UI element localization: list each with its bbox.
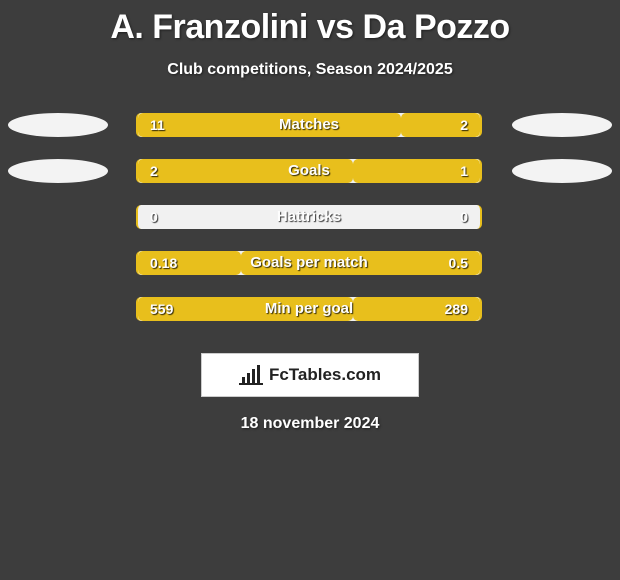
avatar-left xyxy=(8,113,108,137)
stat-bar: 2Goals1 xyxy=(136,159,482,183)
stat-value-right: 1 xyxy=(460,159,468,183)
stat-bar: 0.18Goals per match0.5 xyxy=(136,251,482,275)
avatar-right xyxy=(512,113,612,137)
bar-chart-icon xyxy=(239,365,263,385)
stat-rows: 11Matches22Goals10Hattricks00.18Goals pe… xyxy=(0,113,620,321)
page-subtitle: Club competitions, Season 2024/2025 xyxy=(0,61,620,79)
avatar-left xyxy=(8,159,108,183)
stat-label: Hattricks xyxy=(138,205,480,229)
avatar-right xyxy=(512,251,612,275)
avatar-left xyxy=(8,297,108,321)
stat-value-right: 289 xyxy=(445,297,468,321)
stat-row: 0.18Goals per match0.5 xyxy=(0,251,620,275)
logo-text: FcTables.com xyxy=(269,365,381,385)
stat-label: Matches xyxy=(138,113,480,137)
stat-label: Min per goal xyxy=(138,297,480,321)
stat-value-right: 2 xyxy=(460,113,468,137)
avatar-right xyxy=(512,205,612,229)
avatar-left xyxy=(8,205,108,229)
stat-row: 0Hattricks0 xyxy=(0,205,620,229)
source-logo: FcTables.com xyxy=(201,353,419,397)
avatar-right xyxy=(512,297,612,321)
stat-label: Goals xyxy=(138,159,480,183)
stat-bar: 11Matches2 xyxy=(136,113,482,137)
stat-row: 11Matches2 xyxy=(0,113,620,137)
avatar-left xyxy=(8,251,108,275)
stat-bar: 0Hattricks0 xyxy=(136,205,482,229)
page-title: A. Franzolini vs Da Pozzo xyxy=(0,8,620,47)
stat-value-right: 0 xyxy=(460,205,468,229)
stat-label: Goals per match xyxy=(138,251,480,275)
stat-row: 2Goals1 xyxy=(0,159,620,183)
update-date: 18 november 2024 xyxy=(0,415,620,433)
comparison-panel: A. Franzolini vs Da Pozzo Club competiti… xyxy=(0,0,620,433)
avatar-right xyxy=(512,159,612,183)
stat-value-right: 0.5 xyxy=(449,251,468,275)
stat-row: 559Min per goal289 xyxy=(0,297,620,321)
stat-bar: 559Min per goal289 xyxy=(136,297,482,321)
